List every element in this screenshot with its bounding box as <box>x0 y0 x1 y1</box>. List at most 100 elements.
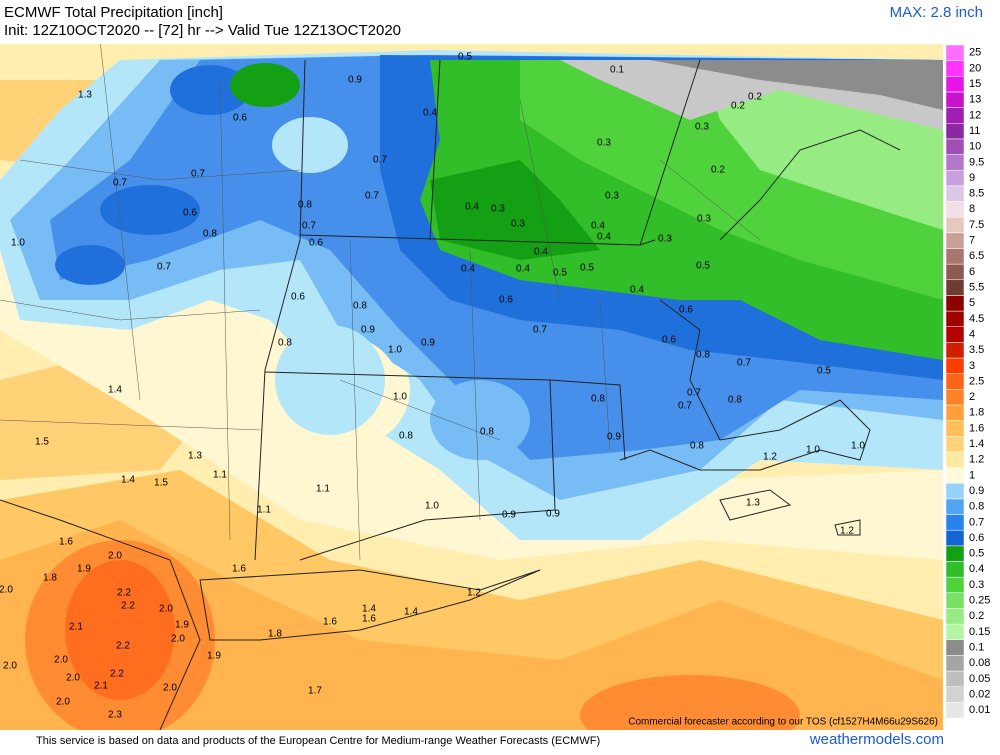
map-label: 2.0 <box>3 661 17 672</box>
map-label: 1.6 <box>362 614 376 625</box>
map-label: 0.3 <box>511 219 525 230</box>
map-label: 1.0 <box>388 345 402 356</box>
map-label: 1.1 <box>316 484 330 495</box>
map-label: 1.3 <box>188 451 202 462</box>
map-label: 0.3 <box>658 234 672 245</box>
colorbar-label: 7 <box>969 235 975 247</box>
map-label: 0.7 <box>191 169 205 180</box>
colorbar-swatch <box>945 169 965 187</box>
colorbar-label: 0.2 <box>969 610 984 622</box>
map-label: 0.8 <box>399 431 413 442</box>
colorbar-swatch <box>945 60 965 77</box>
map-label: 0.9 <box>546 509 560 520</box>
colorbar-label: 11 <box>969 125 980 137</box>
colorbar-swatch <box>945 44 965 61</box>
colorbar-swatch <box>945 373 965 390</box>
colorbar-label: 10 <box>969 141 981 153</box>
map-label: 0.7 <box>687 388 701 399</box>
map-label: 1.2 <box>840 526 854 537</box>
map-label: 0.7 <box>737 358 751 369</box>
map-label: 2.0 <box>56 697 70 708</box>
colorbar-label: 1.6 <box>969 422 984 434</box>
colorbar-swatch <box>945 436 965 453</box>
colorbar-swatch <box>945 91 965 108</box>
map-label: 0.6 <box>233 113 247 124</box>
map-label: 0.7 <box>678 401 692 412</box>
colorbar-label: 1.2 <box>969 454 984 466</box>
colorbar-label: 0.6 <box>969 532 984 544</box>
map-label: 2.2 <box>117 588 131 599</box>
map-label: 1.1 <box>213 470 227 481</box>
map-label: 0.6 <box>679 305 693 316</box>
colorbar-label: 5.5 <box>969 281 984 293</box>
map-label: 0.7 <box>533 325 547 336</box>
map-label: 2.3 <box>108 710 122 721</box>
colorbar-label: 12 <box>969 109 981 121</box>
map-label: 2.2 <box>116 641 130 652</box>
map-label: 0.5 <box>580 263 594 274</box>
footer-credit: This service is based on data and produc… <box>36 735 600 747</box>
map-label: 0.6 <box>291 292 305 303</box>
map-label: 0.4 <box>591 221 605 232</box>
colorbar-label: 8 <box>969 203 975 215</box>
map-label: 0.7 <box>302 221 316 232</box>
map-label: 0.7 <box>113 178 127 189</box>
map-label: 0.9 <box>361 325 375 336</box>
map-label: 1.3 <box>746 498 760 509</box>
map-label: 0.6 <box>183 208 197 219</box>
map-label: 2.1 <box>94 681 108 692</box>
colorbar-label: 7.5 <box>969 219 984 231</box>
colorbar-swatch <box>945 482 965 500</box>
colorbar-label: 8.5 <box>969 188 984 200</box>
colorbar-label: 0.01 <box>969 704 990 716</box>
colorbar-swatch <box>945 216 965 234</box>
max-label: MAX: 2.8 inch <box>890 4 983 21</box>
colorbar-label: 9 <box>969 172 975 184</box>
colorbar-swatch <box>945 702 965 719</box>
colorbar-swatch <box>945 185 965 202</box>
colorbar-label: 13 <box>969 94 981 106</box>
map-label: 1.1 <box>257 505 271 516</box>
map-label: 0.3 <box>697 214 711 225</box>
map-label: 1.0 <box>806 445 820 456</box>
map-label: 2.2 <box>110 669 124 680</box>
map-label: 2.0 <box>171 634 185 645</box>
colorbar-label: 25 <box>969 47 981 59</box>
colorbar-label: 1.8 <box>969 407 984 419</box>
map-label: 0.6 <box>499 295 513 306</box>
map-label: 0.5 <box>817 366 831 377</box>
colorbar-swatch <box>945 623 965 640</box>
map-label: 0.8 <box>298 200 312 211</box>
colorbar-swatch <box>945 201 965 218</box>
footer-site: weathermodels.com <box>809 731 944 748</box>
map-label: 1.8 <box>268 629 282 640</box>
colorbar-swatch <box>945 420 965 437</box>
colorbar-swatch <box>945 545 965 562</box>
colorbar-swatch <box>945 248 965 265</box>
map-label: 0.8 <box>690 441 704 452</box>
map-label: 0.4 <box>534 247 548 258</box>
map-label: 0.6 <box>662 335 676 346</box>
map-label: 1.4 <box>108 385 122 396</box>
map-label: 1.6 <box>59 537 73 548</box>
map-label: 0.6 <box>309 238 323 249</box>
colorbar-label: 2.5 <box>969 375 984 387</box>
colorbar-label: 3 <box>969 360 975 372</box>
map-label: 0.1 <box>610 65 624 76</box>
map-label: 0.9 <box>607 432 621 443</box>
colorbar-label: 0.7 <box>969 516 984 528</box>
map-label: 0.9 <box>421 338 435 349</box>
colorbar-label: 0.15 <box>969 626 990 638</box>
map-label: 0.2 <box>731 101 745 112</box>
colorbar-swatch <box>945 76 965 93</box>
colorbar-label: 20 <box>969 62 981 74</box>
map-label: 2.0 <box>108 551 122 562</box>
map-label: 1.5 <box>154 478 168 489</box>
map: 1.30.90.50.10.20.20.6 0.40.30.30.20.70.70… <box>0 44 943 730</box>
colorbar-swatch <box>945 263 965 281</box>
map-label: 1.4 <box>362 604 376 615</box>
colorbar-swatch <box>945 592 965 609</box>
map-label: 1.0 <box>11 238 25 249</box>
colorbar-label: 4 <box>969 328 975 340</box>
map-label: 2.1 <box>69 622 83 633</box>
